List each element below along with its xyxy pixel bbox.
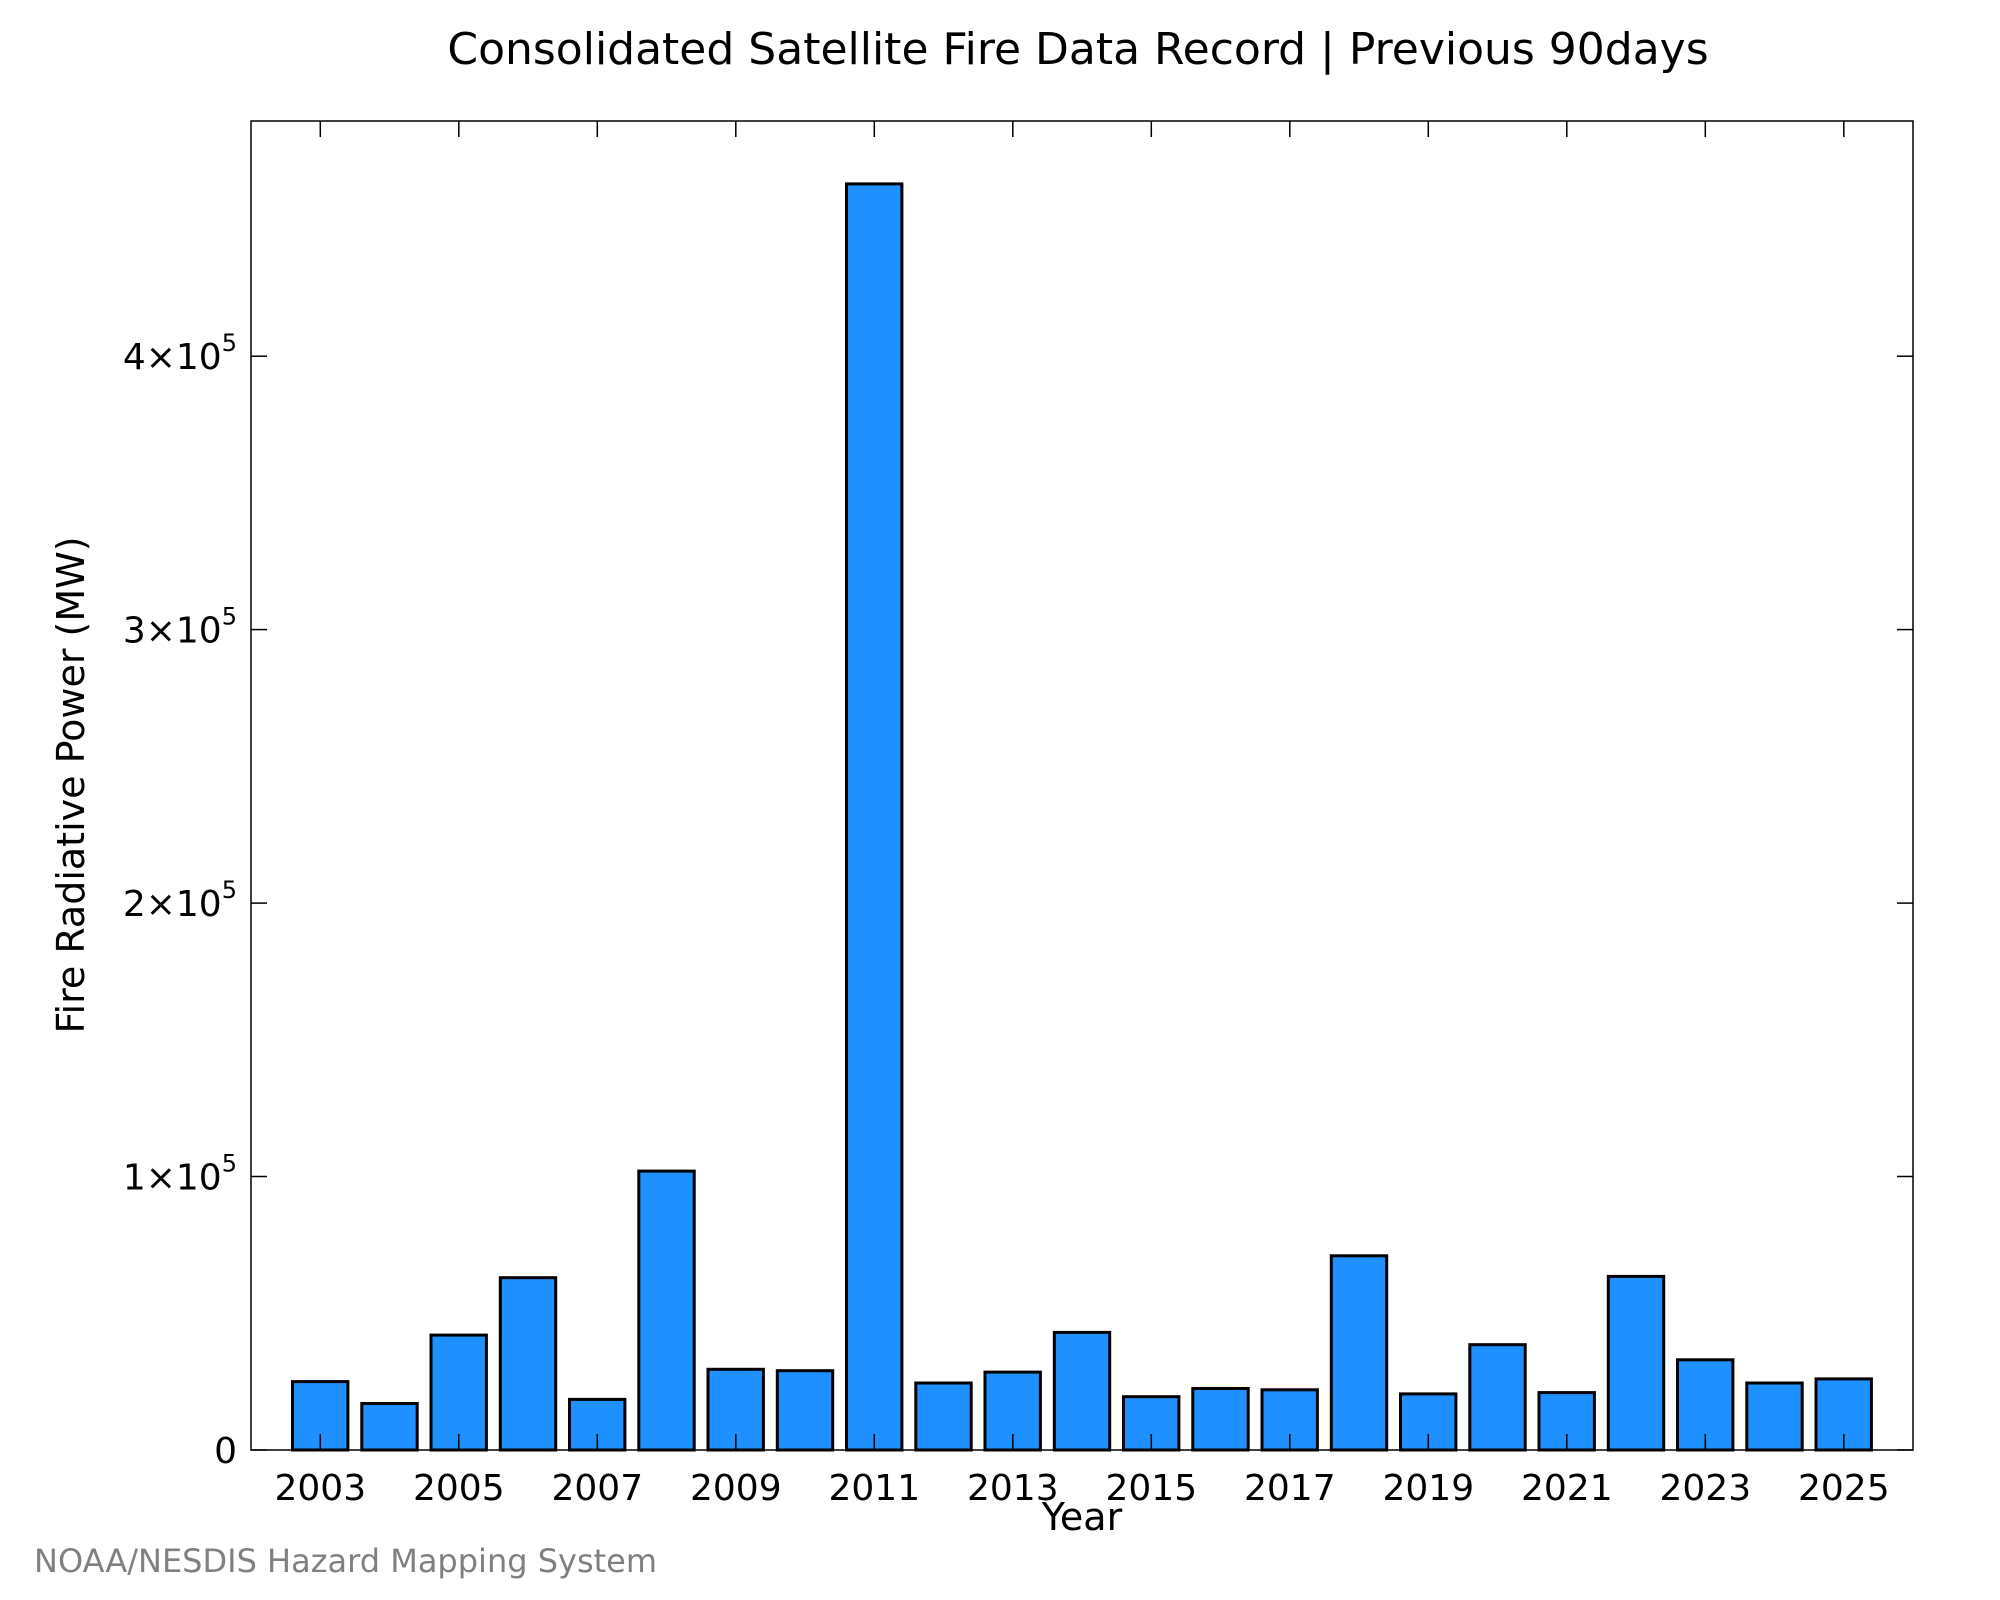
ticks-group <box>251 121 1913 1451</box>
x-axis-label: Year <box>1041 1495 1123 1539</box>
bar-2012 <box>914 1381 973 1452</box>
y-tick-label: 3×105 <box>123 603 237 652</box>
bar-2020 <box>1468 1343 1527 1452</box>
bar-2004 <box>360 1402 419 1452</box>
bar-2016 <box>1191 1387 1250 1452</box>
x-tick-label-2015: 2015 <box>1105 1468 1197 1509</box>
chart-title: Consolidated Satellite Fire Data Record … <box>447 24 1708 75</box>
y-tick-exponent: 5 <box>222 1150 237 1178</box>
bars-group <box>291 182 1873 1452</box>
x-tick-label-2021: 2021 <box>1521 1468 1613 1509</box>
y-tick-base: 2×10 <box>123 884 222 925</box>
x-tick-label-2023: 2023 <box>1659 1468 1751 1509</box>
bar-2006 <box>498 1276 558 1452</box>
y-tick-label: 4×105 <box>123 329 237 378</box>
x-tick-label-2013: 2013 <box>967 1468 1059 1509</box>
bar-2005 <box>429 1333 488 1452</box>
y-tick-label: 1×105 <box>123 1150 237 1199</box>
y-tick-base: 1×10 <box>123 1158 222 1199</box>
y-tick-label: 2×105 <box>123 876 237 925</box>
x-tick-label-2005: 2005 <box>413 1468 505 1509</box>
y-tick-base: 3×10 <box>123 611 222 652</box>
y-tick-base: 0 <box>214 1431 237 1472</box>
bar-2011 <box>845 182 904 1452</box>
bar-2024 <box>1745 1381 1804 1452</box>
credit-text: NOAA/NESDIS Hazard Mapping System <box>34 1542 657 1580</box>
x-tick-label-2011: 2011 <box>828 1468 920 1509</box>
bar-2014 <box>1052 1330 1112 1452</box>
bar-2022 <box>1606 1274 1666 1452</box>
y-tick-label: 0 <box>214 1431 237 1472</box>
bar-2008 <box>637 1169 696 1452</box>
y-axis-label: Fire Radiative Power (MW) <box>49 536 93 1033</box>
x-tick-label-2019: 2019 <box>1382 1468 1474 1509</box>
x-tick-labels: 2003 2005 2007 2009 2011 2013 2015 2017 2019 2021… <box>274 1468 1889 1509</box>
y-tick-exponent: 5 <box>222 603 237 631</box>
y-tick-exponent: 5 <box>222 876 237 904</box>
plot-frame <box>250 120 1914 1451</box>
x-tick-label-2025: 2025 <box>1798 1468 1890 1509</box>
bar-2010 <box>775 1369 835 1452</box>
x-tick-label-2003: 2003 <box>274 1468 366 1509</box>
x-tick-label-2017: 2017 <box>1244 1468 1336 1509</box>
x-tick-label-2009: 2009 <box>690 1468 782 1509</box>
y-tick-base: 4×10 <box>123 337 222 378</box>
y-tick-exponent: 5 <box>222 329 237 357</box>
bar-2018 <box>1329 1254 1389 1452</box>
x-tick-label-2007: 2007 <box>551 1468 643 1509</box>
